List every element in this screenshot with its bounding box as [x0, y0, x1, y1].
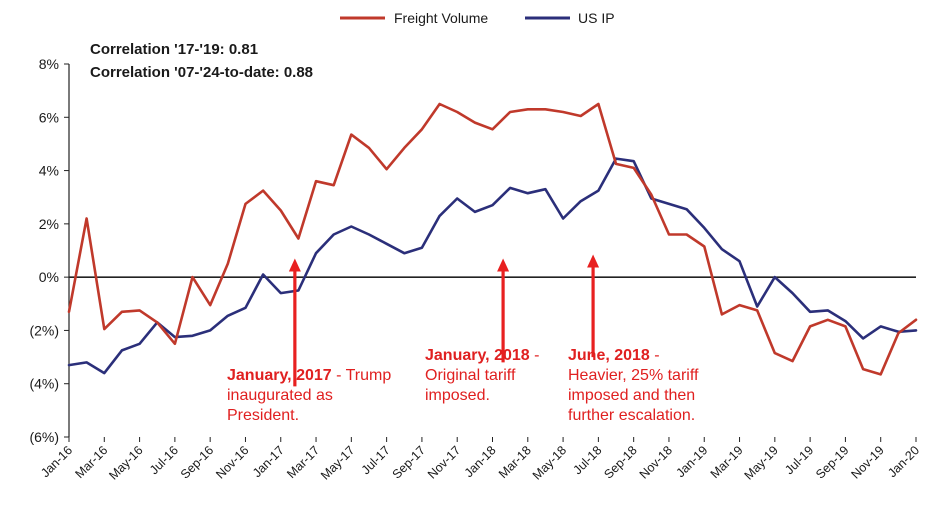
arrow	[587, 254, 600, 358]
x-tick-label: Nov-18	[637, 443, 675, 481]
arrow-head	[587, 254, 600, 268]
x-tick-label: Jan-16	[38, 443, 75, 480]
x-tick-label: Jul-18	[571, 443, 605, 477]
x-tick-label: Jan-19	[673, 443, 710, 480]
x-tick-label: Sep-17	[390, 443, 428, 481]
legend: Freight Volume US IP	[340, 10, 615, 26]
y-tick-label: (4%)	[29, 376, 59, 392]
note-jun-2018: June, 2018 - Heavier, 25% tariff imposed…	[568, 346, 718, 426]
arrow	[288, 258, 301, 387]
series-group	[67, 102, 918, 376]
x-tick-label: Mar-16	[73, 443, 111, 481]
y-tick-label: 2%	[39, 216, 59, 232]
y-axis: 8% 6% 4% 2% 0% (2%) (4%) (6%)	[29, 56, 69, 445]
y-tick-label: 8%	[39, 56, 59, 72]
y-tick-label: (6%)	[29, 429, 59, 445]
x-tick-label: Jul-16	[147, 443, 181, 477]
x-tick-label: Jul-17	[359, 443, 393, 477]
y-tick-label: (2%)	[29, 322, 59, 338]
correlation-07-24: Correlation '07-'24-to-date: 0.88	[90, 64, 313, 81]
note-jan-2018-text: - Original tariff imposed.	[425, 347, 540, 404]
x-tick-label: Jul-19	[782, 443, 816, 477]
legend-label-freight: Freight Volume	[394, 10, 488, 26]
note-jan-2017: January, 2017 - Trump inaugurated as Pre…	[227, 366, 407, 426]
y-tick-label: 6%	[39, 109, 59, 125]
series-line-freight-volume	[67, 102, 918, 376]
legend-label-usip: US IP	[578, 10, 615, 26]
x-tick-label: May-19	[742, 443, 781, 482]
x-tick-label: Mar-19	[708, 443, 746, 481]
x-tick-label: Jan-20	[885, 443, 922, 480]
note-jan-2018-date: January, 2018	[425, 347, 530, 364]
note-jun-2018-text: - Heavier, 25% tariff imposed and then f…	[568, 347, 699, 424]
x-tick-label: May-17	[318, 443, 357, 482]
x-tick-label: Mar-17	[284, 443, 322, 481]
arrows-group	[288, 254, 600, 387]
arrow-head	[497, 258, 510, 272]
x-tick-label: May-18	[530, 443, 569, 482]
note-jun-2018-date: June, 2018	[568, 347, 650, 364]
note-jan-2017-text: - Trump inaugurated as President.	[227, 367, 392, 424]
x-tick-label: Nov-16	[213, 443, 251, 481]
x-tick-label: Jan-18	[462, 443, 499, 480]
arrow-head	[288, 258, 301, 272]
x-tick-label: Sep-18	[601, 443, 639, 481]
series-line-us-ip	[67, 157, 918, 375]
y-tick-label: 0%	[39, 269, 59, 285]
x-tick-label: Mar-18	[496, 443, 534, 481]
note-jan-2018: January, 2018 - Original tariff imposed.	[425, 346, 565, 406]
arrow	[497, 258, 510, 363]
x-tick-label: Jan-17	[250, 443, 287, 480]
x-tick-label: May-16	[106, 443, 145, 482]
note-jan-2017-date: January, 2017	[227, 367, 332, 384]
y-tick-label: 4%	[39, 163, 59, 179]
x-tick-label: Sep-19	[813, 443, 851, 481]
x-tick-label: Nov-17	[425, 443, 463, 481]
x-tick-label: Sep-16	[178, 443, 216, 481]
x-tick-label: Nov-19	[848, 443, 886, 481]
correlation-17-19: Correlation '17-'19: 0.81	[90, 41, 258, 58]
